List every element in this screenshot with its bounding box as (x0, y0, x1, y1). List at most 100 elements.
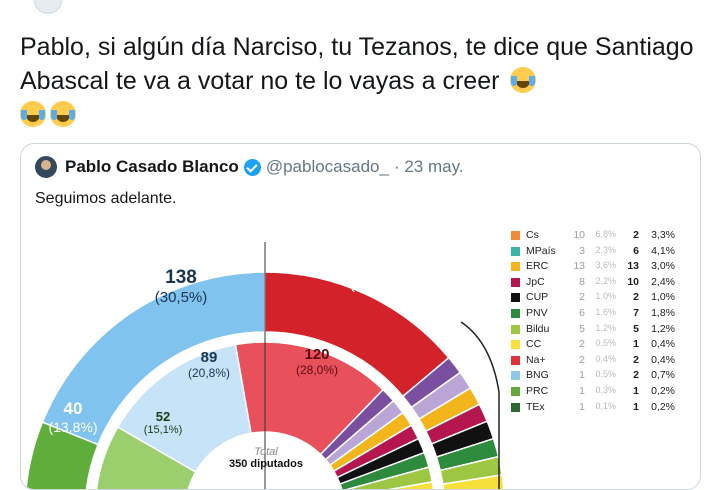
legend-value-d: 1,8% (651, 307, 675, 319)
legend-value-a: 13 (573, 260, 585, 273)
legend-value-c: 2 (633, 229, 639, 241)
pct-value: (30,5%) (154, 289, 208, 306)
legend-value-a: 6 (579, 307, 585, 319)
legend-value-b: 0,1% (595, 400, 616, 411)
laughing-emoji-icon (20, 101, 46, 127)
author-name[interactable]: Pablo Casado Blanco (65, 157, 239, 176)
legend-value-d: 4,1% (651, 244, 675, 257)
legend-swatch (511, 387, 520, 396)
tweet-text: Pablo, si algún día Narciso, tu Tezanos,… (20, 30, 710, 132)
legend-name: Bildu (526, 322, 550, 335)
legend-swatch (511, 293, 520, 303)
tweet-body: Pablo, si algún día Narciso, tu Tezanos,… (20, 33, 694, 95)
pct-value: (15,1%) (143, 424, 183, 436)
seats-value: 52 (155, 409, 171, 424)
inner-label-1: 120 (28,0%) (277, 346, 357, 377)
pct-value: (13,8%) (48, 419, 98, 435)
pct-value: (20,8%) (187, 366, 231, 380)
outer-label-1: 103 (25,4%) (321, 254, 431, 293)
legend-value-c: 7 (633, 307, 639, 319)
legend-value-c: 6 (633, 244, 639, 257)
legend-value-b: 3,6% (595, 260, 616, 271)
small-parties-bracket (460, 321, 500, 489)
legend-value-b: 6,8% (595, 229, 616, 239)
legend-name: MPaís (526, 244, 556, 257)
legend-name: JpC (526, 275, 545, 288)
author-handle[interactable]: @pablocasado_ (265, 157, 389, 176)
legend-value-b: 0,3% (595, 385, 616, 395)
laughing-emoji-icon (50, 101, 76, 127)
legend-swatch (511, 246, 520, 256)
legend-value-d: 2,4% (651, 275, 675, 288)
laughing-emoji-icon (510, 67, 537, 93)
seats-value: 40 (63, 399, 83, 418)
legend-value-d: 1,0% (651, 291, 675, 304)
legend-swatch (511, 371, 520, 381)
legend-value-b: 1,0% (595, 291, 616, 302)
legend-value-b: 0,4% (595, 353, 616, 364)
legend-value-c: 1 (633, 385, 639, 397)
hemicycle-chart (25, 242, 505, 489)
quoted-tweet[interactable]: Pablo Casado Blanco @pablocasado_ · 23 m… (20, 143, 701, 490)
legend-value-d: 0,7% (651, 369, 675, 382)
legend-value-b: 2,3% (595, 244, 616, 255)
legend-value-d: 0,2% (651, 385, 675, 397)
legend-value-a: 1 (579, 385, 585, 397)
legend-swatch (511, 402, 520, 412)
inner-label-0: 89 (20,8%) (169, 349, 249, 380)
legend-value-b: 1,2% (595, 322, 616, 333)
legend-value-a: 1 (579, 400, 585, 413)
legend-value-b: 2,2% (595, 275, 616, 286)
legend-value-a: 2 (579, 353, 585, 366)
legend-value-a: 2 (579, 291, 585, 304)
legend-value-a: 2 (579, 338, 585, 351)
legend-name: ERC (526, 260, 549, 273)
total-caption: Total (254, 446, 278, 458)
legend-value-c: 2 (633, 369, 639, 382)
quoted-tweet-text: Seguimos adelante. (35, 190, 177, 207)
total-value: 350 diputados (229, 458, 303, 470)
legend-swatch (511, 355, 520, 365)
legend-swatch (511, 231, 520, 240)
previous-tweet-edge (0, 0, 720, 14)
legend-value-c: 2 (633, 353, 639, 366)
seats-value: 120 (304, 346, 330, 363)
legend-value-c: 5 (633, 322, 639, 335)
legend-swatch (511, 340, 520, 350)
legend-swatch (511, 277, 520, 287)
legend-value-a: 10 (573, 229, 585, 241)
legend-name: CC (526, 338, 542, 351)
avatar[interactable] (35, 156, 57, 178)
avatar[interactable] (34, 0, 62, 14)
inner-label-2: 52 (15,1%) (128, 409, 198, 436)
legend-value-a: 5 (579, 322, 585, 335)
pct-value: (28,0%) (295, 363, 339, 377)
legend-value-d: 1,2% (651, 322, 675, 335)
legend-value-c: 10 (627, 275, 639, 288)
legend-value-d: 3,0% (651, 260, 675, 273)
legend-swatch (511, 324, 520, 334)
seats-value: 89 (200, 349, 218, 366)
total-label: Total 350 diputados (221, 446, 311, 470)
legend-name: PRC (526, 385, 549, 397)
election-chart[interactable]: 138 (30,5%) 103 (25,4%) 40 (13,8%) 89 (2… (21, 222, 700, 489)
outer-label-0: 138 (30,5%) (126, 267, 236, 306)
tweet-date[interactable]: · 23 may. (393, 157, 464, 176)
legend-value-c: 1 (633, 338, 639, 351)
legend-name: BNG (526, 369, 549, 382)
legend-value-a: 8 (579, 275, 585, 288)
legend-value-b: 1,6% (595, 307, 616, 317)
pct-value: (25,4%) (349, 276, 403, 293)
legend-swatch (511, 262, 520, 272)
legend-value-d: 3,3% (651, 229, 675, 241)
seats-value: 138 (165, 267, 197, 288)
legend-value-b: 0,5% (595, 369, 616, 380)
legend-name: PNV (526, 307, 548, 319)
verified-badge-icon (243, 158, 261, 176)
legend-value-c: 2 (633, 291, 639, 304)
legend-value-d: 0,2% (651, 400, 675, 413)
legend-value-c: 1 (633, 400, 639, 413)
seats-value: 103 (360, 254, 392, 275)
legend-name: TEx (526, 400, 545, 413)
legend-value-d: 0,4% (651, 338, 675, 351)
